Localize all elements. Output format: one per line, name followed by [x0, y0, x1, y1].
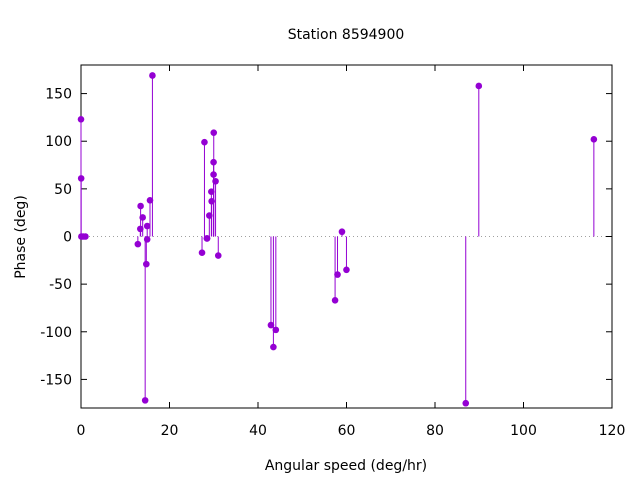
data-point — [203, 235, 211, 242]
data-point — [210, 129, 218, 136]
x-axis-label: Angular speed (deg/hr) — [265, 458, 427, 474]
x-tick-label: 60 — [338, 423, 356, 439]
x-tick-label: 80 — [426, 423, 444, 439]
data-point — [77, 175, 85, 182]
x-tick-label: 20 — [161, 423, 179, 439]
y-tick-label: -150 — [40, 372, 72, 388]
data-point — [143, 260, 150, 268]
data-point — [208, 188, 215, 196]
y-tick-label: -50 — [49, 277, 72, 293]
y-axis-label: Phase (deg) — [13, 195, 29, 279]
data-point — [462, 399, 470, 407]
data-point — [143, 236, 151, 243]
data-point — [77, 116, 85, 123]
y-tick-label: 150 — [45, 87, 72, 103]
y-tick-label: 50 — [54, 182, 72, 198]
data-point — [212, 177, 219, 185]
x-tick-label: 100 — [510, 423, 537, 439]
data-point — [201, 138, 208, 146]
data-point — [198, 249, 206, 256]
data-point — [146, 196, 154, 204]
data-point — [82, 233, 89, 240]
data-point — [214, 252, 222, 259]
y-tick-label: 100 — [45, 134, 72, 150]
x-tick-label: 0 — [77, 423, 86, 439]
data-point — [590, 136, 598, 143]
data-point — [149, 72, 156, 79]
x-tick-label: 120 — [599, 423, 626, 439]
data-point — [267, 321, 275, 329]
data-point — [343, 266, 350, 274]
data-point — [270, 343, 277, 351]
data-point — [334, 271, 341, 278]
data-point — [475, 82, 483, 90]
y-tick-label: 0 — [63, 230, 72, 246]
y-tick-label: -100 — [40, 325, 72, 341]
data-point — [134, 240, 142, 248]
chart-title: Station 8594900 — [288, 27, 405, 43]
data-point — [143, 222, 151, 230]
data-point — [137, 202, 144, 210]
data-point — [141, 397, 149, 404]
x-tick-label: 40 — [249, 423, 267, 439]
data-point — [331, 297, 339, 304]
data-point — [272, 326, 280, 334]
plot-area: 0 20 40 60 80 100 120 -150 -100 -50 0 50 100 150 — [40, 64, 626, 439]
data-point — [338, 228, 346, 236]
data-point — [139, 214, 146, 221]
